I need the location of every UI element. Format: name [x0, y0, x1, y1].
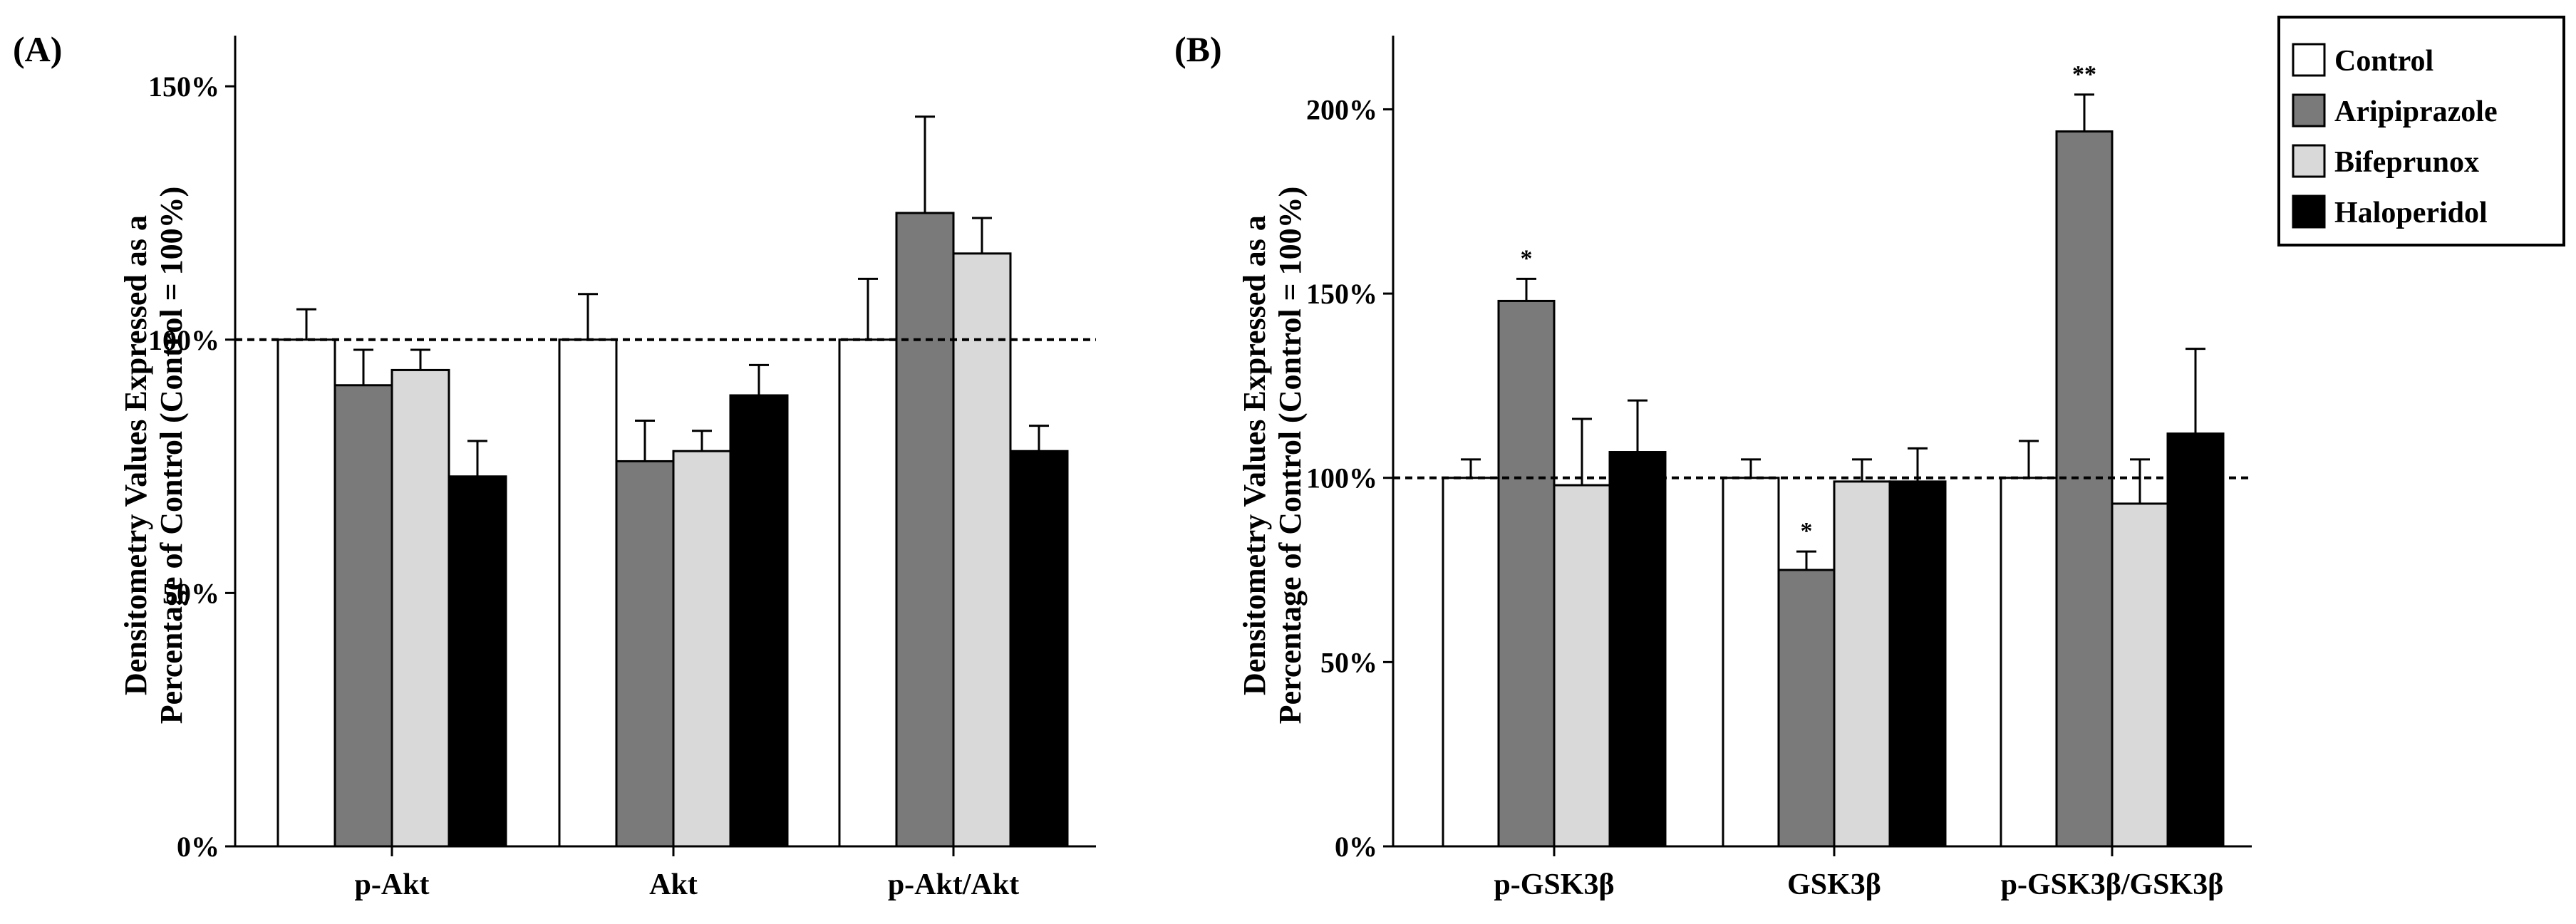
bar-aripiprazole-3 [2055, 130, 2114, 848]
bar-aripiprazole-3 [895, 212, 955, 848]
bar-aripiprazole-2 [1777, 569, 1836, 848]
bar-aripiprazole-1 [333, 384, 393, 848]
y-tick-label: 50% [162, 577, 219, 609]
bar-aripiprazole-2 [615, 460, 675, 848]
bar-haloperidol-3 [2166, 432, 2225, 848]
bar-haloperidol-1 [448, 475, 507, 848]
legend-label: Aripiprazole [2334, 95, 2498, 128]
legend: Control Aripiprazole Bifeprunox Haloperidol [2277, 16, 2565, 246]
y-axis-label-line: Percentage of Control (Control = 100%) [1273, 187, 1308, 725]
bar-bifeprunox-1 [390, 368, 450, 848]
y-axis-label-line: Percentage of Control (Control = 100%) [154, 187, 189, 725]
bar-bifeprunox-1 [1553, 484, 1611, 848]
bar-bifeprunox-3 [2111, 502, 2169, 848]
legend-swatch-aripiprazole [2292, 93, 2326, 128]
y-axis-label-line: Densitometry Values Expressed as a [1237, 215, 1272, 695]
category-label: p-GSK3β/GSK3β [2001, 868, 2224, 901]
legend-label: Bifeprunox [2334, 146, 2479, 179]
bar-haloperidol-3 [1009, 450, 1069, 848]
chart-panel-a: (A) Densitometry Values Expressed as a Per… [13, 29, 1096, 901]
legend-label: Haloperidol [2334, 197, 2488, 229]
legend-swatch-bifeprunox [2292, 144, 2326, 178]
y-tick-label: 0% [177, 831, 219, 863]
bar-haloperidol-2 [729, 394, 789, 848]
chart-panel-b: (B) Densitometry Values Expressed as a Per… [1174, 29, 2252, 901]
y-tick-label: 0% [1335, 831, 1377, 863]
bar-control-3 [2000, 477, 2058, 848]
category-label: p-Akt [354, 868, 429, 901]
bar-bifeprunox-2 [1833, 480, 1891, 848]
significance-marker: ** [2072, 61, 2096, 88]
bar-control-2 [1722, 477, 1780, 848]
y-axis-label-line: Densitometry Values Expressed as a [118, 215, 153, 695]
category-label: p-GSK3β [1494, 868, 1614, 901]
y-tick-label: 100% [1306, 462, 1377, 494]
legend-label: Control [2334, 45, 2433, 78]
y-tick-label: 150% [1306, 278, 1377, 310]
y-tick-label: 150% [148, 71, 219, 103]
legend-box [2277, 16, 2565, 246]
panel-label: (A) [13, 29, 62, 69]
bar-aripiprazole-1 [1497, 299, 1556, 848]
bar-control-1 [1442, 477, 1500, 848]
bar-bifeprunox-3 [952, 252, 1012, 848]
bar-bifeprunox-2 [672, 450, 732, 848]
significance-marker: * [1801, 518, 1813, 544]
category-label: Akt [649, 868, 698, 901]
legend-swatch-haloperidol [2292, 194, 2326, 229]
category-label: p-Akt/Akt [888, 868, 1019, 901]
panel-label: (B) [1174, 29, 1222, 69]
bar-haloperidol-1 [1608, 451, 1667, 848]
bar-haloperidol-2 [1888, 480, 1947, 848]
legend-swatch-control [2292, 43, 2326, 77]
bar-control-1 [276, 338, 336, 848]
significance-marker: * [1521, 245, 1533, 271]
bar-control-2 [558, 338, 618, 848]
bar-control-3 [838, 338, 898, 848]
category-label: GSK3β [1787, 868, 1881, 901]
y-tick-label: 50% [1320, 646, 1377, 678]
y-tick-label: 200% [1306, 93, 1377, 125]
y-tick-label: 100% [148, 324, 219, 356]
